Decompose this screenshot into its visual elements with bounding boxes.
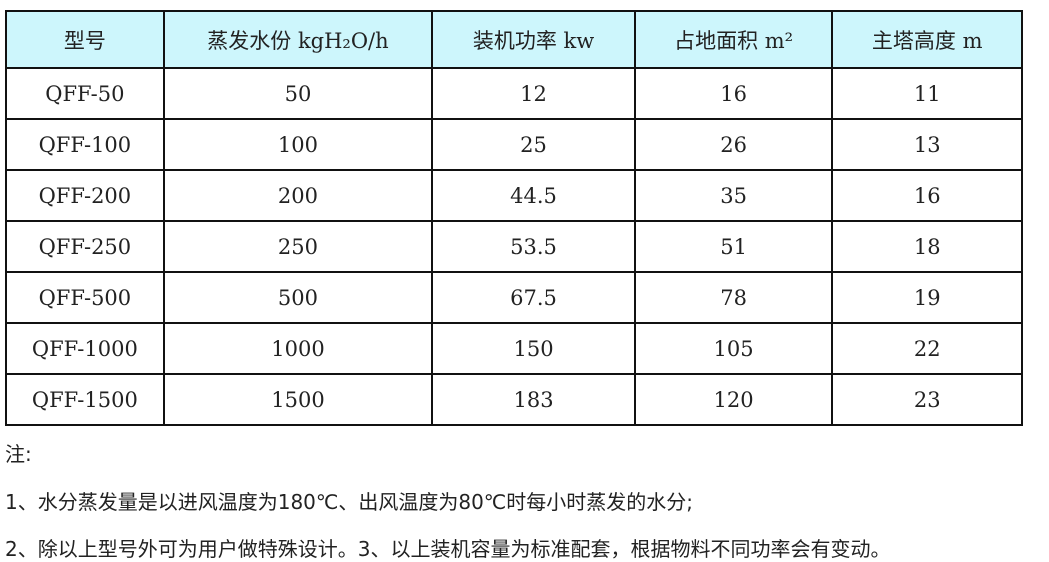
- cell-height: 19: [831, 271, 1023, 324]
- cell-power: 183: [431, 373, 636, 426]
- cell-area: 78: [633, 271, 834, 324]
- note-line-1: 1、水分蒸发量是以进风温度为180℃、出风温度为80℃时每小时蒸发的水分;: [5, 490, 694, 514]
- header-power: 装机功率 kw: [431, 10, 636, 69]
- header-area: 占地面积 m²: [633, 10, 834, 69]
- cell-evaporation: 1000: [162, 322, 434, 375]
- cell-power: 12: [431, 67, 636, 120]
- cell-area: 35: [633, 169, 834, 222]
- cell-evaporation: 250: [162, 220, 434, 273]
- cell-power: 53.5: [431, 220, 636, 273]
- cell-area: 120: [633, 373, 834, 426]
- cell-height: 13: [831, 118, 1023, 171]
- notes-title: 注:: [5, 442, 32, 466]
- cell-evaporation: 200: [162, 169, 434, 222]
- cell-model: QFF-200: [5, 169, 165, 222]
- table-row: QFF-1000 1000 150 105 22: [5, 322, 1023, 375]
- table-row: QFF-200 200 44.5 35 16: [5, 169, 1023, 222]
- header-model: 型号: [5, 10, 165, 69]
- header-evaporation: 蒸发水份 kgH₂O/h: [162, 10, 434, 69]
- cell-height: 18: [831, 220, 1023, 273]
- cell-area: 16: [633, 67, 834, 120]
- header-height: 主塔高度 m: [831, 10, 1023, 69]
- cell-height: 11: [831, 67, 1023, 120]
- cell-power: 44.5: [431, 169, 636, 222]
- cell-model: QFF-50: [5, 67, 165, 120]
- cell-area: 105: [633, 322, 834, 375]
- cell-power: 25: [431, 118, 636, 171]
- cell-model: QFF-100: [5, 118, 165, 171]
- cell-height: 16: [831, 169, 1023, 222]
- cell-power: 67.5: [431, 271, 636, 324]
- cell-evaporation: 100: [162, 118, 434, 171]
- cell-power: 150: [431, 322, 636, 375]
- cell-model: QFF-250: [5, 220, 165, 273]
- spec-table: 型号 蒸发水份 kgH₂O/h 装机功率 kw 占地面积 m² 主塔高度 m Q…: [5, 10, 1023, 426]
- table-row: QFF-1500 1500 183 120 23: [5, 373, 1023, 426]
- cell-height: 23: [831, 373, 1023, 426]
- cell-area: 51: [633, 220, 834, 273]
- table-row: QFF-100 100 25 26 13: [5, 118, 1023, 171]
- cell-evaporation: 500: [162, 271, 434, 324]
- table-row: QFF-250 250 53.5 51 18: [5, 220, 1023, 273]
- cell-model: QFF-500: [5, 271, 165, 324]
- table-row: QFF-50 50 12 16 11: [5, 67, 1023, 120]
- cell-evaporation: 50: [162, 67, 434, 120]
- cell-evaporation: 1500: [162, 373, 434, 426]
- cell-model: QFF-1500: [5, 373, 165, 426]
- cell-model: QFF-1000: [5, 322, 165, 375]
- cell-area: 26: [633, 118, 834, 171]
- note-line-2: 2、除以上型号外可为用户做特殊设计。3、以上装机容量为标准配套，根据物料不同功率…: [5, 537, 891, 561]
- header-row: 型号 蒸发水份 kgH₂O/h 装机功率 kw 占地面积 m² 主塔高度 m: [5, 10, 1023, 69]
- cell-height: 22: [831, 322, 1023, 375]
- table-row: QFF-500 500 67.5 78 19: [5, 271, 1023, 324]
